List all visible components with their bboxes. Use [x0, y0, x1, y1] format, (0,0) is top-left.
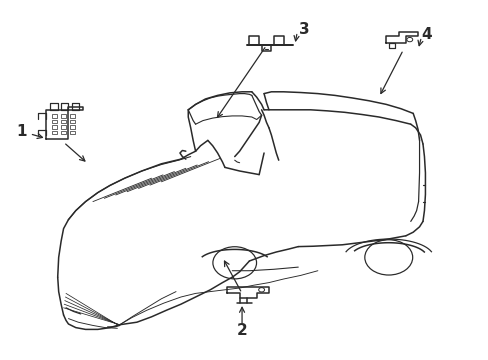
- Bar: [52, 131, 57, 134]
- Bar: [61, 114, 66, 118]
- Bar: [70, 125, 75, 129]
- Bar: [70, 131, 75, 134]
- Text: 4: 4: [421, 27, 431, 42]
- Bar: [52, 120, 57, 123]
- Text: 1: 1: [17, 124, 42, 139]
- Text: 2: 2: [236, 323, 247, 338]
- Bar: [70, 114, 75, 118]
- Bar: [52, 125, 57, 129]
- Text: 3: 3: [299, 22, 309, 37]
- Bar: [61, 125, 66, 129]
- Bar: [61, 120, 66, 123]
- Bar: [70, 120, 75, 123]
- Bar: [52, 114, 57, 118]
- Bar: [61, 131, 66, 134]
